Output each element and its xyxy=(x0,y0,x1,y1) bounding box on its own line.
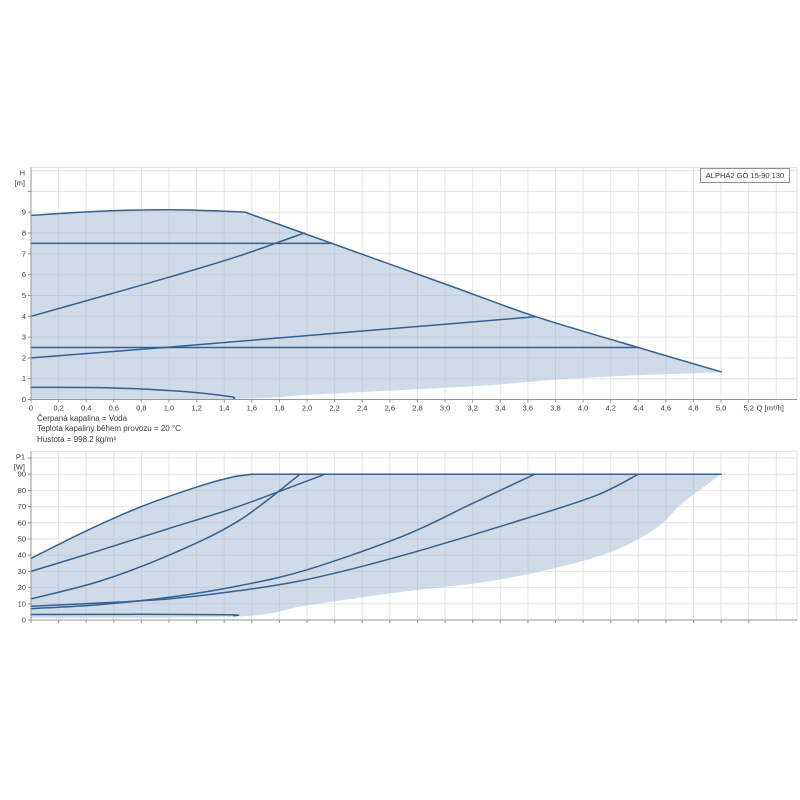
head-flow-chart: 0 0,2 0,4 0,6 0,8 1,0 1,2 1,4 1,6 1,8 2,0 2,2 2,4 2,6… xyxy=(15,167,798,413)
y-tick-label: 80 xyxy=(18,486,26,495)
x-tick-label: 3,0 xyxy=(440,404,450,413)
curve-constant-pressure-7-5m-power xyxy=(30,473,326,573)
info-liquid-temperature: Teplota kapaliny během provozu = 20 °C xyxy=(37,424,181,434)
curve-proportional-pressure-high xyxy=(30,232,306,318)
curve-proportional-pressure-low-power xyxy=(30,473,536,610)
y-tick-label: 40 xyxy=(18,551,26,560)
x-tick-label: 0,4 xyxy=(81,404,91,413)
x-tick-label: 1,6 xyxy=(247,404,257,413)
x-tick-label: 3,6 xyxy=(523,404,533,413)
pump-model-legend: ALPHA2 GO 15-90 130 xyxy=(700,168,790,183)
x-tick-label: 0,6 xyxy=(109,404,119,413)
y-tick-label: 3 xyxy=(22,333,26,342)
x-tick-label: 2,6 xyxy=(385,404,395,413)
y-axis-unit-label: P1 xyxy=(16,453,25,462)
y-tick-label: 1 xyxy=(22,374,26,383)
y-tick-label: 2 xyxy=(22,353,26,362)
curve-max-speed-curve-arc xyxy=(30,208,246,217)
axes xyxy=(30,167,797,400)
x-tick-label: 1,0 xyxy=(164,404,174,413)
x-tick-label: 3,8 xyxy=(550,404,560,413)
y-axis-unit-label: [W] xyxy=(14,463,25,472)
y-tick-label: 50 xyxy=(18,535,26,544)
x-tick-labels: 0 0,2 0,4 0,6 0,8 1,0 1,2 1,4 1,6 1,8 2,0 2,2 2,4 2,6… xyxy=(29,399,784,413)
x-tick-label: 3,2 xyxy=(467,404,477,413)
y-tick-label: 30 xyxy=(18,567,26,576)
x-axis-unit-label: Q [m³/h] xyxy=(757,404,784,413)
y-tick-label: 8 xyxy=(22,229,26,238)
x-tick-label: 4,0 xyxy=(578,404,588,413)
x-tick-label: 1,8 xyxy=(274,404,284,413)
curve-constant-pressure-2-5m-power xyxy=(30,473,640,607)
y-tick-label: 6 xyxy=(22,270,26,279)
x-tick-label: 0,2 xyxy=(53,404,63,413)
x-tick-label: 0 xyxy=(29,404,33,413)
y-axis-unit-label: [m] xyxy=(15,179,25,188)
axes xyxy=(30,451,797,621)
info-pumped-liquid: Čerpaná kapalina = Voda xyxy=(37,414,128,423)
x-tick-label: 1,2 xyxy=(191,404,201,413)
info-density: Hustota = 998.2 kg/m³ xyxy=(37,434,116,444)
x-tick-label: 4,4 xyxy=(633,404,643,413)
curve-max-speed-power-limited xyxy=(244,211,722,373)
y-tick-labels: 0 10 20 30 40 50 60 70 80 90 xyxy=(18,457,31,625)
y-tick-label: 7 xyxy=(22,249,26,258)
liquid-info-block: Čerpaná kapalina = Voda Teplota kapaliny… xyxy=(37,414,181,445)
y-tick-labels: 0 1 2 3 4 5 6 7 8 9 xyxy=(22,190,31,404)
y-tick-label: 10 xyxy=(18,599,26,608)
x-tick-label: 2,4 xyxy=(357,404,367,413)
x-tick-label: 4,2 xyxy=(605,404,615,413)
y-tick-label: 70 xyxy=(18,502,26,511)
y-tick-label: 9 xyxy=(22,208,26,217)
curve-min-speed-power xyxy=(30,613,240,617)
y-tick-label: 20 xyxy=(18,583,26,592)
x-tick-label: 4,6 xyxy=(661,404,671,413)
y-tick-label: 0 xyxy=(22,395,26,404)
x-tick-label: 2,2 xyxy=(329,404,339,413)
x-tick-label: 1,4 xyxy=(219,404,229,413)
x-tick-label: 2,8 xyxy=(412,404,422,413)
operating-envelope-fill xyxy=(31,209,722,399)
curve-max-speed-power-rise xyxy=(30,473,253,560)
curve-min-speed-curve xyxy=(30,386,236,400)
x-tick-label: 2,0 xyxy=(302,404,312,413)
x-tick-label: 5,2 xyxy=(743,404,753,413)
x-tick-label: 0,8 xyxy=(136,404,146,413)
y-tick-label: 4 xyxy=(22,312,26,321)
curve-proportional-pressure-low xyxy=(30,315,536,359)
y-tick-label: 90 xyxy=(18,470,26,479)
pump-model-label: ALPHA2 GO 15-90 130 xyxy=(705,171,785,180)
y-axis-unit-label: H xyxy=(20,169,25,178)
y-tick-label: 60 xyxy=(18,518,26,527)
y-tick-label: 5 xyxy=(22,291,26,300)
power-flow-chart: 0 10 20 30 40 50 60 70 80 90 P1[W] xyxy=(14,451,798,625)
x-tick-label: 4,8 xyxy=(688,404,698,413)
x-tick-label: 5,0 xyxy=(716,404,726,413)
x-tick-labels xyxy=(30,620,750,623)
curve-proportional-pressure-high-power xyxy=(30,473,301,600)
x-tick-label: 3,4 xyxy=(495,404,505,413)
y-tick-label: 0 xyxy=(22,616,26,625)
